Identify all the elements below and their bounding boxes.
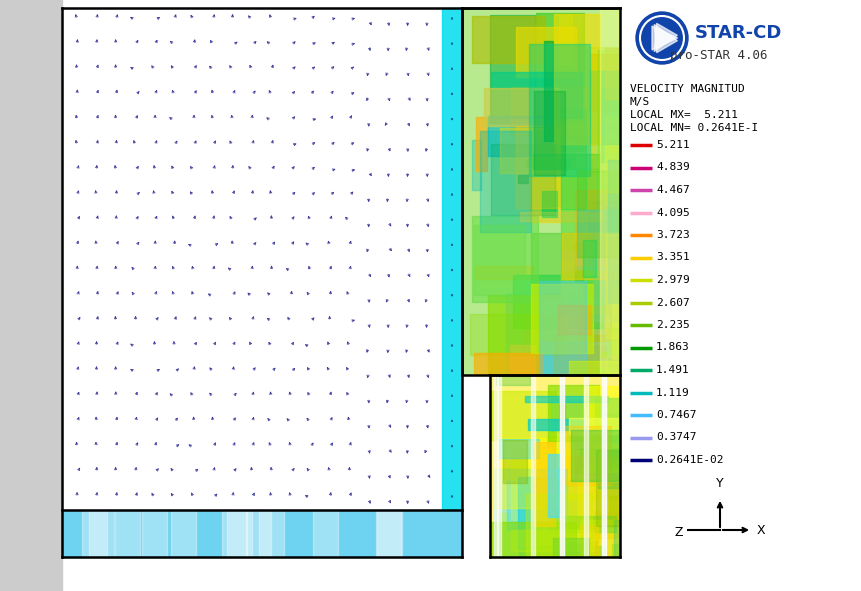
Text: 4.839: 4.839	[656, 163, 690, 173]
Polygon shape	[654, 23, 678, 51]
Polygon shape	[652, 26, 678, 50]
Text: 2.235: 2.235	[656, 320, 690, 330]
Text: 1.491: 1.491	[656, 365, 690, 375]
Text: 2.979: 2.979	[656, 275, 690, 285]
Text: LOCAL MN= 0.2641E-I: LOCAL MN= 0.2641E-I	[630, 123, 759, 133]
Circle shape	[636, 12, 688, 64]
Text: 5.211: 5.211	[656, 140, 690, 150]
Text: Z: Z	[674, 527, 683, 540]
Text: STAR-CD: STAR-CD	[695, 24, 783, 42]
Polygon shape	[654, 24, 678, 53]
Text: 4.095: 4.095	[656, 207, 690, 217]
Text: LOCAL MX=  5.211: LOCAL MX= 5.211	[630, 110, 738, 120]
Text: 4.467: 4.467	[656, 185, 690, 195]
Text: VELOCITY MAGNITUD: VELOCITY MAGNITUD	[630, 84, 745, 94]
Text: 0.7467: 0.7467	[656, 410, 697, 420]
Text: pro-STAR 4.06: pro-STAR 4.06	[670, 50, 767, 63]
Text: 1.863: 1.863	[656, 343, 690, 352]
Text: X: X	[757, 524, 765, 537]
Text: Y: Y	[716, 477, 724, 490]
Text: 0.3747: 0.3747	[656, 433, 697, 443]
Text: 2.607: 2.607	[656, 297, 690, 307]
Text: 3.351: 3.351	[656, 252, 690, 262]
Text: 0.2641E-02: 0.2641E-02	[656, 455, 723, 465]
Text: 3.723: 3.723	[656, 230, 690, 240]
Text: 1.119: 1.119	[656, 388, 690, 398]
Text: M/S: M/S	[630, 97, 650, 107]
